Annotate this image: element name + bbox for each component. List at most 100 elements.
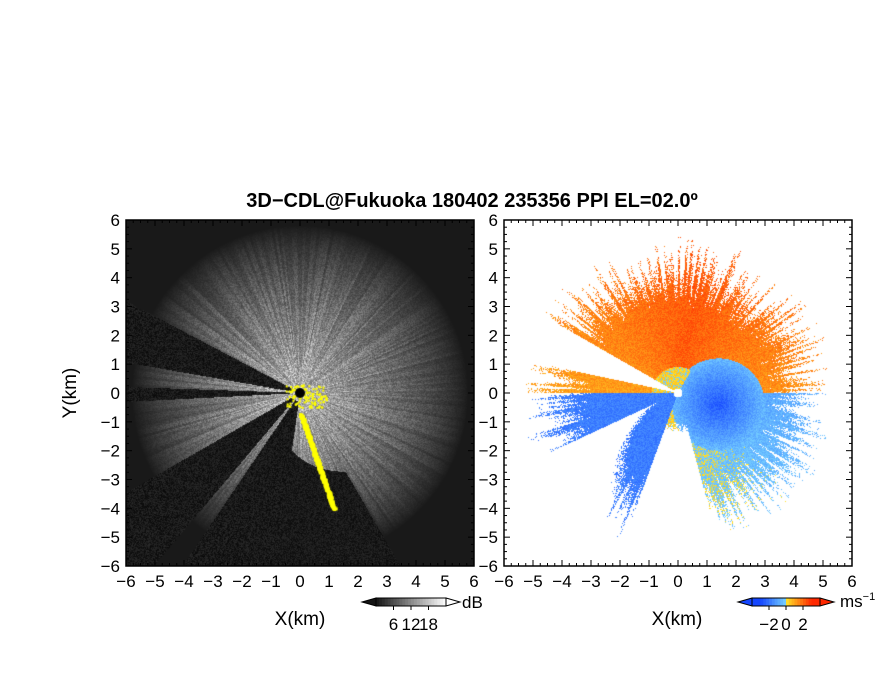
snr-colorbar-swatch [408,598,412,606]
velocity-x-tick-label: −1 [639,572,658,591]
snr-x-tick-label: −5 [145,572,164,591]
snr-colorbar-ramp [360,597,462,607]
snr-y-tick-label: −1 [101,413,120,432]
snr-colorbar-swatch [396,598,400,606]
velocity-colorbar-ramp [736,597,836,607]
velocity-colorbar-swatch [780,598,784,606]
snr-x-tick-label: 3 [382,572,391,591]
velocity-colorbar-swatch [817,598,821,606]
velocity-x-tick-label: 3 [760,572,769,591]
velocity-colorbar-swatch [797,598,801,606]
snr-x-tick-label: 2 [353,572,362,591]
snr-colorbar-swatch [378,598,383,606]
velocity-colorbar-swatch [803,598,807,606]
velocity-x-tick-label: 5 [818,572,827,591]
snr-panel: −6 −5 −4 −3 −2 −1 0 1 2 3 4 5 6 6 5 4 3 2 1 0 −1 −2 −3 −4 −5 −6 X… [60,211,479,630]
snr-x-tick-label: 4 [411,572,420,591]
snr-colorbar-tick-label: 6 [389,615,398,634]
snr-colorbar-swatch [434,598,438,606]
velocity-colorbar-swatch [808,598,812,606]
snr-x-tick-label: 1 [324,572,333,591]
velocity-colorbar-swatch [752,598,756,606]
snr-colorbar-tick-label: 18 [419,615,438,634]
velocity-x-tick-label: 6 [847,572,856,591]
snr-y-axis-label: Y(km) [60,368,81,419]
snr-colorbar-swatch [399,598,403,606]
velocity-colorbar-swatch [794,598,798,606]
snr-y-tick-label: 2 [111,326,120,345]
snr-colorbar-swatch [411,598,415,606]
snr-colorbar-swatch [428,598,432,606]
velocity-x-tick-label: 2 [731,572,740,591]
velocity-colorbar-swatch [805,598,810,606]
velocity-colorbar-swatch [766,598,770,606]
snr-x-tick-label: −1 [261,572,280,591]
velocity-colorbar-swatch [769,598,773,606]
snr-y-tick-label: 5 [111,240,120,259]
snr-colorbar-min-arrow [360,597,377,607]
velocity-unit-base: ms [840,592,863,611]
snr-colorbar-swatch [419,598,424,606]
velocity-colorbar-unit: ms−1 [840,591,875,611]
velocity-colorbar-swatch [774,598,778,606]
snr-x-tick-label: −3 [203,572,222,591]
velocity-colorbar-swatch [783,598,787,606]
velocity-x-tick-label: 0 [673,572,682,591]
snr-colorbar-swatch [387,598,392,606]
snr-colorbar-swatch [416,598,421,606]
velocity-x-tick-label: 1 [702,572,711,591]
snr-x-tick-label: −2 [232,572,251,591]
snr-colorbar-swatch [440,598,444,606]
snr-y-tick-label: −2 [101,442,120,461]
velocity-colorbar-max-arrow [819,597,836,607]
snr-y-tick-label: 4 [111,269,120,288]
snr-y-tick-label: −4 [101,499,120,518]
velocity-colorbar-swatch [814,598,818,606]
snr-x-tick-label: −4 [174,572,193,591]
velocity-colorbar-swatch [788,598,793,606]
velocity-colorbar-swatch [800,598,804,606]
snr-y-tick-label: 0 [111,384,120,403]
velocity-y-tick-label: −2 [479,442,498,461]
snr-colorbar-swatch [437,598,441,606]
velocity-y-tick-label: −6 [479,557,498,576]
velocity-unit-exponent: −1 [863,591,876,603]
snr-y-tick-label: 6 [111,211,120,230]
velocity-x-axis-label: X(km) [652,609,703,630]
velocity-y-tick-label: −5 [479,528,498,547]
snr-x-axis-label: X(km) [275,609,326,630]
velocity-colorbar-tick-label: −2 [759,615,778,634]
velocity-colorbar-swatch [754,598,759,606]
velocity-colorbar-ticks: −2 0 2 [759,606,808,634]
velocity-y-tick-label: −3 [479,471,498,490]
snr-colorbar-swatch [376,598,380,606]
velocity-colorbar-min-arrow [736,597,753,607]
velocity-y-tick-label: 1 [489,355,498,374]
snr-colorbar-max-arrow [445,597,462,607]
velocity-colorbar-swatch [760,598,764,606]
snr-field-image [126,220,474,566]
velocity-x-tick-label: −3 [581,572,600,591]
snr-colorbar-swatch [384,598,389,606]
velocity-colorbar-swatch [777,598,781,606]
snr-axis-ticks: −6 −5 −4 −3 −2 −1 0 1 2 3 4 5 6 6 5 4 3 2 1 0 −1 −2 −3 −4 −5 −6 [101,211,479,591]
velocity-field-image [504,220,852,566]
velocity-y-tick-label: 4 [489,269,498,288]
snr-colorbar-swatch [413,598,418,606]
velocity-colorbar-tick-label: 2 [798,615,807,634]
velocity-x-tick-label: −2 [610,572,629,591]
snr-x-tick-label: −6 [116,572,135,591]
velocity-axis-ticks: −6 −5 −4 −3 −2 −1 0 1 2 3 4 5 6 6 5 4 3 2 1 0 −1 −2 −3 −4 −5 −6 [479,211,857,591]
snr-colorbar-swatch [425,598,429,606]
snr-x-tick-label: 5 [440,572,449,591]
snr-y-tick-label: 1 [111,355,120,374]
snr-colorbar-swatch [431,598,435,606]
velocity-y-tick-label: 6 [489,211,498,230]
figure-title: 3D−CDL@Fukuoka 180402 235356 PPI EL=02.0… [246,190,698,212]
velocity-y-tick-label: 5 [489,240,498,259]
velocity-colorbar-swatch [791,598,795,606]
snr-x-tick-label: 0 [295,572,304,591]
snr-y-tick-label: −6 [101,557,120,576]
